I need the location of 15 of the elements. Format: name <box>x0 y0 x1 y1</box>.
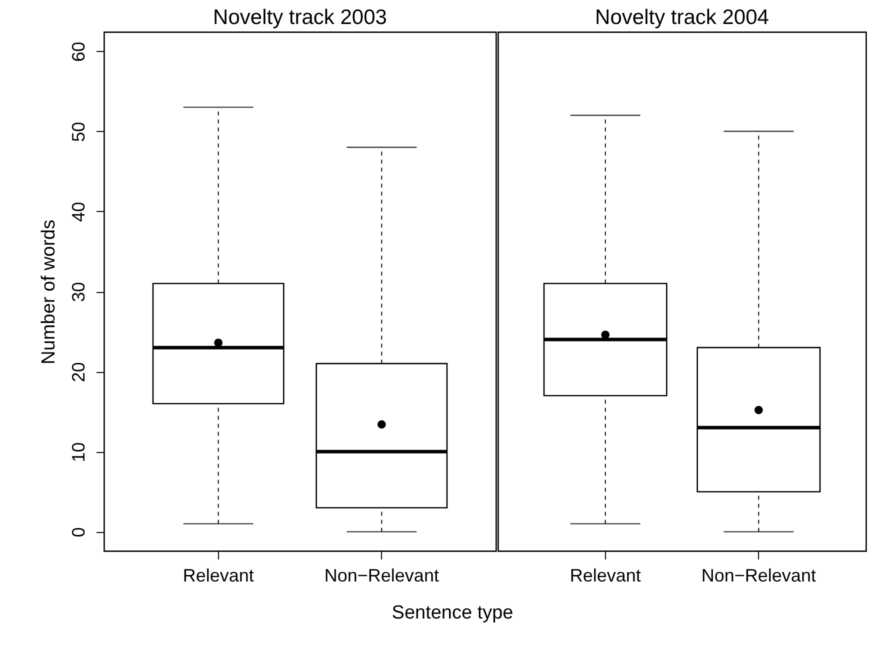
y-tick-label: 20 <box>68 362 88 382</box>
x-tick-label: Relevant <box>570 566 641 586</box>
y-tick-label: 50 <box>68 122 88 142</box>
y-tick-label: 10 <box>68 442 88 462</box>
y-tick-label: 60 <box>68 42 88 62</box>
x-axis-title: Sentence type <box>392 602 514 624</box>
chart-title: Novelty track 2003 <box>213 6 387 29</box>
x-tick-label: Relevant <box>182 566 254 586</box>
y-axis-title: Number of words <box>38 220 60 364</box>
y-tick-label: 40 <box>68 202 88 222</box>
x-tick-label: Non−Relevant <box>701 566 816 586</box>
chart-title: Novelty track 2004 <box>595 6 770 29</box>
y-tick-label: 30 <box>68 282 88 302</box>
y-tick-label: 0 <box>68 527 88 538</box>
x-tick-label: Non−Relevant <box>324 566 439 586</box>
